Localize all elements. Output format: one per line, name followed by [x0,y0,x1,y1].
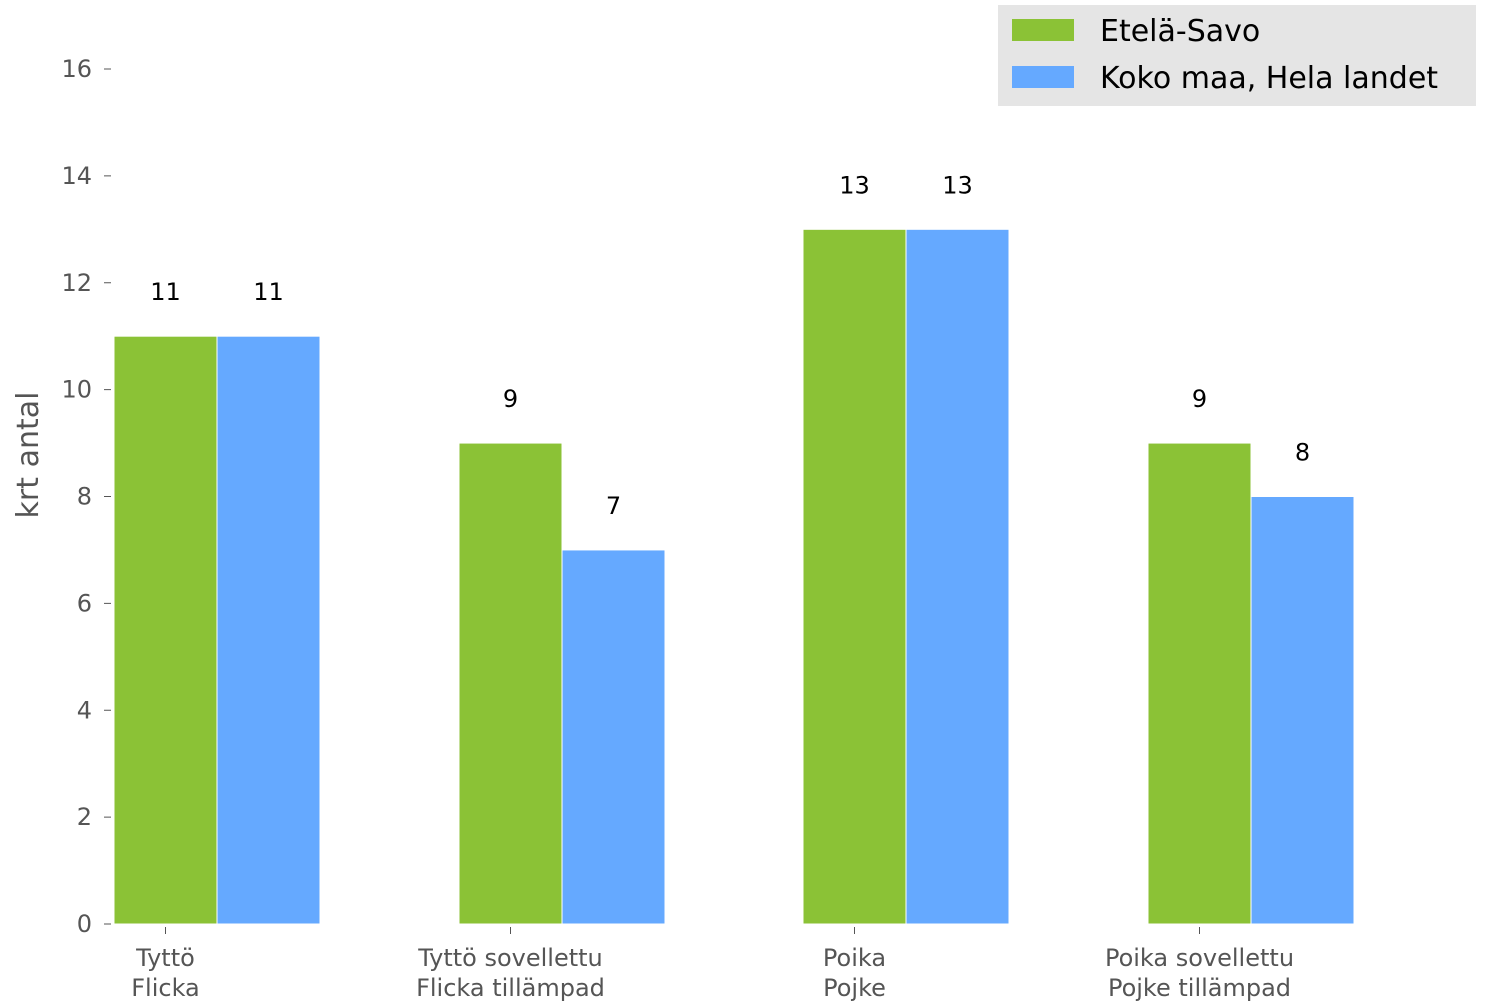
bar [905,228,1010,925]
bars [113,228,1355,925]
data-label: 7 [606,492,621,520]
legend-label: Koko maa, Hela landet [1100,61,1438,96]
data-labels: 11 11 9 7 13 13 9 8 [150,171,1310,520]
data-label: 13 [942,171,973,199]
data-label: 9 [503,385,518,413]
y-tick-label: 12 [61,269,92,297]
x-tick-label: Pojke [823,974,886,1001]
legend-background [998,5,1476,106]
data-label: 8 [1295,439,1310,467]
x-tick-label: Tyttö [135,944,195,972]
y-tick-label: 2 [77,803,92,831]
y-tick-label: 16 [61,55,92,83]
y-tick-label: 4 [77,696,92,724]
x-tick-label: Poika sovellettu [1105,944,1294,972]
legend-swatch [1012,19,1074,41]
data-label: 11 [253,278,284,306]
bar [802,228,907,925]
bar [113,335,218,925]
y-tick-label: 10 [61,376,92,404]
legend: Etelä-Savo Koko maa, Hela landet [998,5,1476,106]
x-tick-label: Tyttö sovellettu [417,944,603,972]
bar [1250,496,1355,925]
legend-swatch [1012,66,1074,88]
y-tick-label: 0 [77,910,92,938]
y-tick-label: 6 [77,589,92,617]
y-axis-title: krt antal [11,392,46,519]
y-tick-label: 14 [61,162,92,190]
y-tick-label: 8 [77,483,92,511]
data-label: 11 [150,278,181,306]
x-tick-label: Pojke tillämpad [1108,974,1291,1001]
bar [458,442,563,925]
bar [561,549,666,925]
bar [1147,442,1252,925]
bar [216,335,321,925]
x-tick-label: Poika [823,944,886,972]
data-label: 9 [1192,385,1207,413]
y-axis: 0 2 4 6 8 10 12 14 16 [61,55,111,938]
data-label: 13 [839,171,870,199]
x-tick-label: Flicka [131,974,200,1001]
legend-label: Etelä-Savo [1100,14,1260,49]
x-tick-label: Flicka tillämpad [416,974,605,1001]
